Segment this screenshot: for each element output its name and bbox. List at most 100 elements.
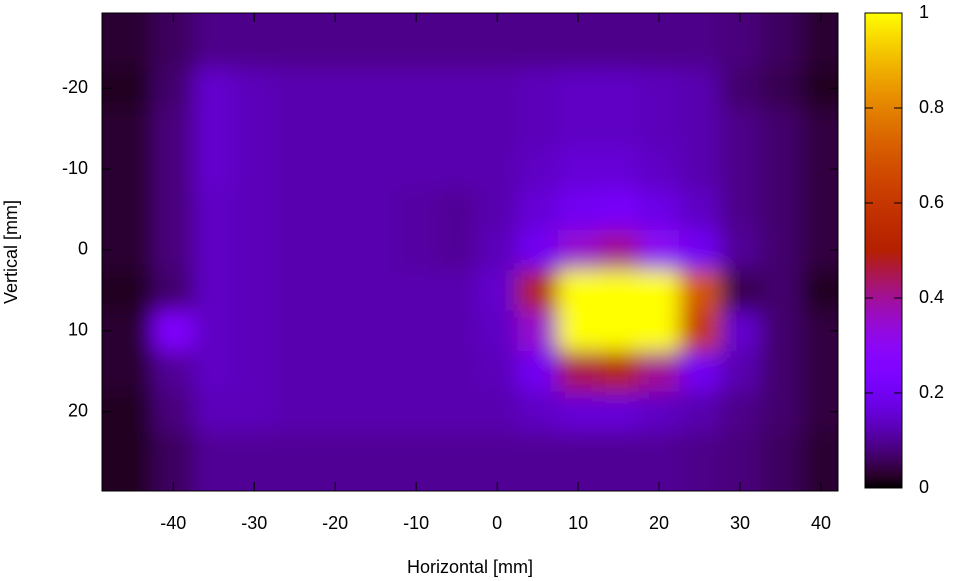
heatmap-cell bbox=[314, 270, 356, 312]
heatmap-cell bbox=[598, 229, 640, 271]
heatmap-cell bbox=[355, 351, 397, 393]
heatmap-cell bbox=[800, 270, 838, 312]
heatmap-cell bbox=[102, 351, 154, 393]
heatmap-cell bbox=[760, 270, 802, 312]
heatmap-cell bbox=[193, 229, 235, 271]
heatmap-cell bbox=[679, 13, 721, 69]
heatmap-cell bbox=[557, 108, 599, 150]
heatmap-cell bbox=[679, 229, 721, 271]
heatmap-cell bbox=[314, 229, 356, 271]
y-tick-label: 10 bbox=[68, 320, 88, 340]
heatmap-cell bbox=[476, 431, 518, 491]
heatmap-cell bbox=[233, 310, 275, 352]
heatmap-cell bbox=[719, 229, 761, 271]
heatmap-cell bbox=[760, 13, 802, 69]
heatmap-cell bbox=[436, 13, 478, 69]
heatmap-cell bbox=[355, 148, 397, 190]
heatmap-cell bbox=[233, 189, 275, 231]
heatmap-cell bbox=[102, 270, 154, 312]
heatmap-cell bbox=[314, 351, 356, 393]
heatmap-cell bbox=[557, 148, 599, 190]
heatmap-cell bbox=[517, 310, 559, 352]
heatmap-cell bbox=[638, 67, 680, 109]
heatmap-cell bbox=[193, 351, 235, 393]
heatmap-cell bbox=[760, 189, 802, 231]
heatmap-cell bbox=[274, 270, 316, 312]
heatmap-cell bbox=[355, 431, 397, 491]
heatmap-cell bbox=[638, 189, 680, 231]
colorbar-tick-label: 0.2 bbox=[919, 382, 944, 402]
heatmap-cell bbox=[102, 189, 154, 231]
y-axis-label: Vertical [mm] bbox=[1, 200, 21, 304]
heatmap-cell bbox=[719, 13, 761, 69]
heatmap-cell bbox=[153, 351, 194, 393]
heatmap-cell bbox=[517, 391, 559, 433]
x-tick-label: -10 bbox=[403, 513, 429, 533]
x-tick-label: -30 bbox=[241, 513, 267, 533]
heatmap-cell bbox=[517, 270, 559, 312]
heatmap-cell bbox=[598, 189, 640, 231]
heatmap-cell bbox=[517, 431, 559, 491]
heatmap-cell bbox=[193, 391, 235, 433]
heatmap-cell bbox=[395, 270, 437, 312]
colorbar-tick-label: 0 bbox=[919, 477, 929, 497]
y-tick-label: 0 bbox=[78, 239, 88, 259]
x-axis-label: Horizontal [mm] bbox=[407, 557, 533, 577]
heatmap-cell bbox=[274, 148, 316, 190]
heatmap-cell bbox=[314, 189, 356, 231]
heatmap-cell bbox=[395, 431, 437, 491]
heatmap-cell bbox=[598, 310, 640, 352]
heatmap-cell bbox=[274, 391, 316, 433]
heatmap-cell bbox=[355, 270, 397, 312]
heatmap-cell bbox=[153, 108, 194, 150]
heatmap-cell bbox=[193, 189, 235, 231]
heatmap-cell bbox=[557, 431, 599, 491]
heatmap-cell bbox=[233, 148, 275, 190]
colorbar-tick-label: 0.6 bbox=[919, 192, 944, 212]
heatmap bbox=[102, 13, 838, 491]
heatmap-cell bbox=[436, 431, 478, 491]
heatmap-cell bbox=[719, 108, 761, 150]
heatmap-cell bbox=[233, 351, 275, 393]
heatmap-cell bbox=[476, 310, 518, 352]
heatmap-cell bbox=[638, 351, 680, 393]
heatmap-cell bbox=[800, 13, 838, 69]
heatmap-cell bbox=[598, 108, 640, 150]
heatmap-cell bbox=[153, 391, 194, 433]
heatmap-cell bbox=[719, 148, 761, 190]
heatmap-cell bbox=[395, 67, 437, 109]
heatmap-cell bbox=[436, 351, 478, 393]
heatmap-cell bbox=[395, 229, 437, 271]
x-tick-label: 0 bbox=[492, 513, 502, 533]
heatmap-cell bbox=[557, 13, 599, 69]
heatmap-cell bbox=[800, 431, 838, 491]
heatmap-cell bbox=[517, 351, 559, 393]
heatmap-cell bbox=[233, 108, 275, 150]
heatmap-cell bbox=[719, 310, 761, 352]
heatmap-cell bbox=[314, 431, 356, 491]
heatmap-cell bbox=[638, 108, 680, 150]
heatmap-cell bbox=[679, 351, 721, 393]
heatmap-cell bbox=[476, 67, 518, 109]
heatmap-cell bbox=[800, 351, 838, 393]
heatmap-cell bbox=[274, 351, 316, 393]
y-tick-label: -10 bbox=[62, 158, 88, 178]
heatmap-cell bbox=[193, 148, 235, 190]
heatmap-cell bbox=[193, 310, 235, 352]
heatmap-cell bbox=[557, 391, 599, 433]
heatmap-cell bbox=[314, 391, 356, 433]
heatmap-cell bbox=[719, 351, 761, 393]
heatmap-cell bbox=[355, 229, 397, 271]
heatmap-cell bbox=[436, 270, 478, 312]
heatmap-cell bbox=[436, 148, 478, 190]
heatmap-cell bbox=[557, 270, 599, 312]
heatmap-cell bbox=[476, 148, 518, 190]
heatmap-cell bbox=[395, 13, 437, 69]
heatmap-cell bbox=[719, 189, 761, 231]
colorbar bbox=[864, 12, 903, 489]
heatmap-cell bbox=[760, 431, 802, 491]
heatmap-cell bbox=[395, 189, 437, 231]
heatmap-cell bbox=[679, 391, 721, 433]
heatmap-cell bbox=[274, 189, 316, 231]
heatmap-cell bbox=[760, 351, 802, 393]
